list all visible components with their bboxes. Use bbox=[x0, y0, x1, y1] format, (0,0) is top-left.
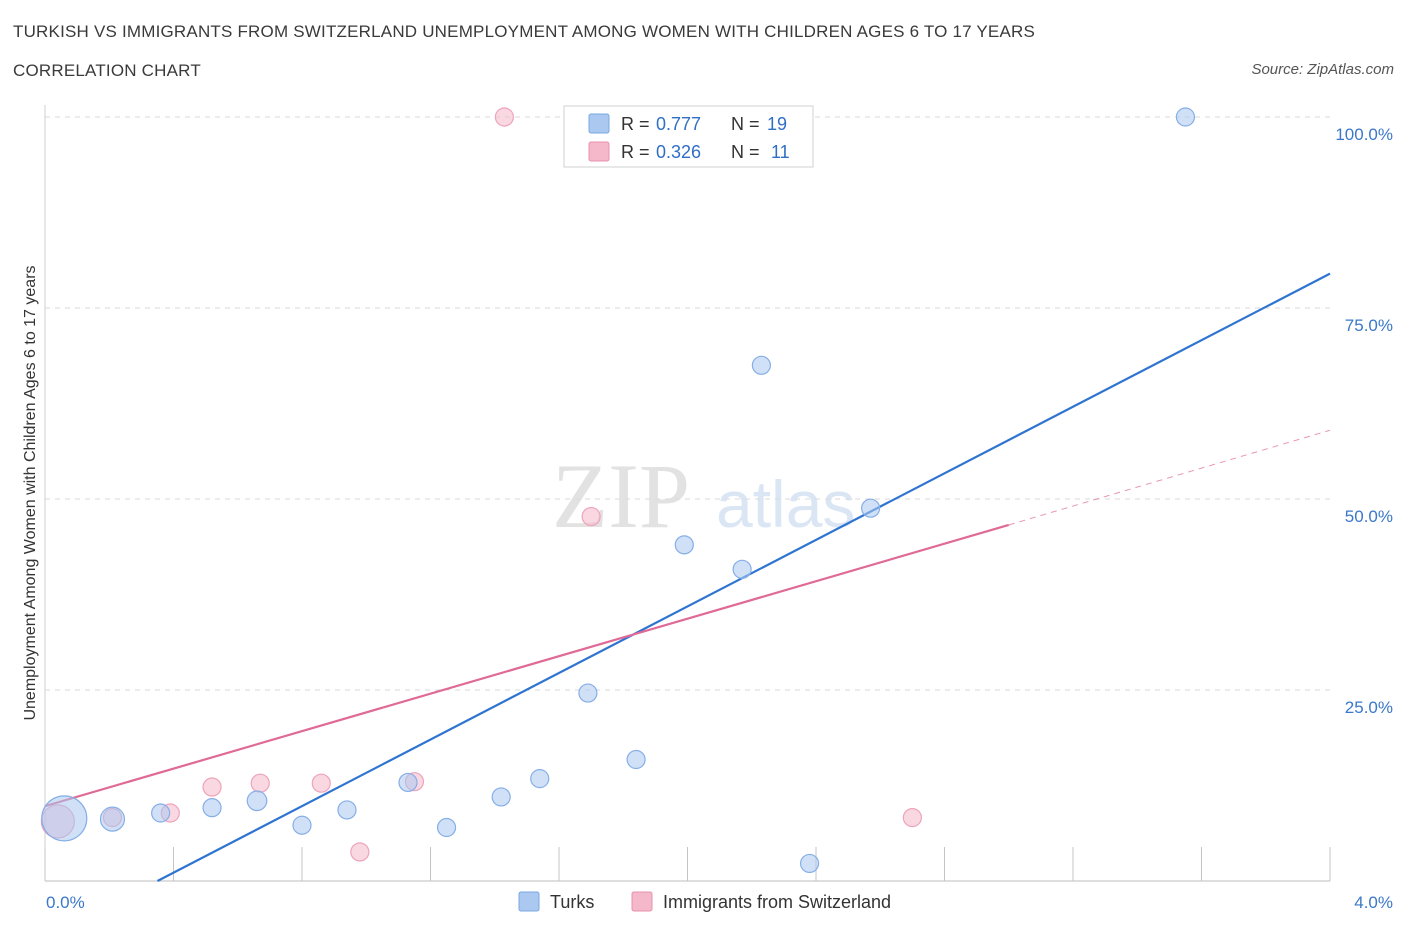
data-points bbox=[40, 107, 1196, 874]
turks-n-label: N = bbox=[731, 114, 760, 134]
turks-point bbox=[292, 815, 312, 835]
turks-point bbox=[626, 749, 646, 770]
turks-point bbox=[861, 498, 881, 518]
legend-turks-label: Turks bbox=[550, 892, 594, 912]
y-tick-label: 100.0% bbox=[1335, 125, 1393, 144]
turks-n-value: 19 bbox=[767, 114, 787, 134]
swiss-point bbox=[902, 807, 922, 828]
legend-swiss-swatch bbox=[631, 891, 653, 912]
swiss-point bbox=[311, 773, 331, 793]
watermark-atlas: atlas bbox=[716, 467, 855, 541]
swiss-point bbox=[581, 506, 601, 527]
trend-lines bbox=[44, 272, 1331, 882]
source-credit: Source: ZipAtlas.com bbox=[1251, 61, 1394, 78]
series-legend: Turks Immigrants from Switzerland bbox=[518, 891, 891, 912]
y-tick-label: 50.0% bbox=[1345, 507, 1393, 526]
turks-point bbox=[246, 790, 268, 812]
swiss-n-label: N = bbox=[731, 142, 760, 162]
chart-subtitle: CORRELATION CHART bbox=[13, 61, 201, 80]
gridlines bbox=[45, 116, 1330, 691]
turks-point bbox=[732, 559, 752, 579]
swiss-point bbox=[350, 842, 370, 862]
swiss-trend-line bbox=[44, 523, 1010, 808]
turks-point bbox=[751, 355, 771, 375]
turks-point bbox=[578, 683, 598, 703]
axes bbox=[44, 105, 1331, 882]
stats-legend: R = 0.777 N = 19 R = 0.326 N = 11 bbox=[563, 105, 814, 168]
turks-point bbox=[202, 798, 222, 818]
swiss-point bbox=[494, 107, 514, 127]
turks-point bbox=[530, 769, 550, 789]
turks-point bbox=[398, 772, 418, 793]
turks-point bbox=[491, 787, 511, 807]
swiss-n-value: 11 bbox=[771, 142, 790, 162]
swiss-trend-extension bbox=[1008, 429, 1331, 526]
x-tick-label: 4.0% bbox=[1354, 893, 1393, 912]
turks-point bbox=[1175, 107, 1196, 127]
swiss-point bbox=[202, 777, 222, 797]
turks-point bbox=[436, 817, 457, 838]
turks-point bbox=[674, 535, 694, 555]
turks-point bbox=[799, 853, 820, 874]
turks-point bbox=[99, 806, 126, 832]
chart-title: TURKISH VS IMMIGRANTS FROM SWITZERLAND U… bbox=[13, 22, 1036, 41]
turks-r-value: 0.777 bbox=[656, 114, 701, 134]
x-tick-label: 0.0% bbox=[46, 893, 85, 912]
turks-legend-swatch bbox=[588, 113, 610, 134]
watermark-zip: ZIP bbox=[552, 445, 690, 547]
turks-r-label: R = bbox=[621, 114, 650, 134]
legend-turks-swatch bbox=[518, 891, 540, 912]
legend-swiss-label: Immigrants from Switzerland bbox=[663, 892, 891, 912]
swiss-r-label: R = bbox=[621, 142, 650, 162]
y-tick-label: 25.0% bbox=[1345, 698, 1393, 717]
swiss-point bbox=[250, 773, 270, 793]
y-tick-label: 75.0% bbox=[1345, 316, 1393, 335]
turks-point bbox=[151, 803, 171, 823]
swiss-r-value: 0.326 bbox=[656, 142, 701, 162]
tick-labels: 100.0% 75.0% 50.0% 25.0% 0.0% 4.0% bbox=[46, 125, 1393, 912]
y-axis-label: Unemployment Among Women with Children A… bbox=[22, 265, 39, 720]
turks-point bbox=[337, 800, 357, 820]
turks-point bbox=[41, 795, 88, 842]
swiss-legend-swatch bbox=[588, 141, 610, 162]
